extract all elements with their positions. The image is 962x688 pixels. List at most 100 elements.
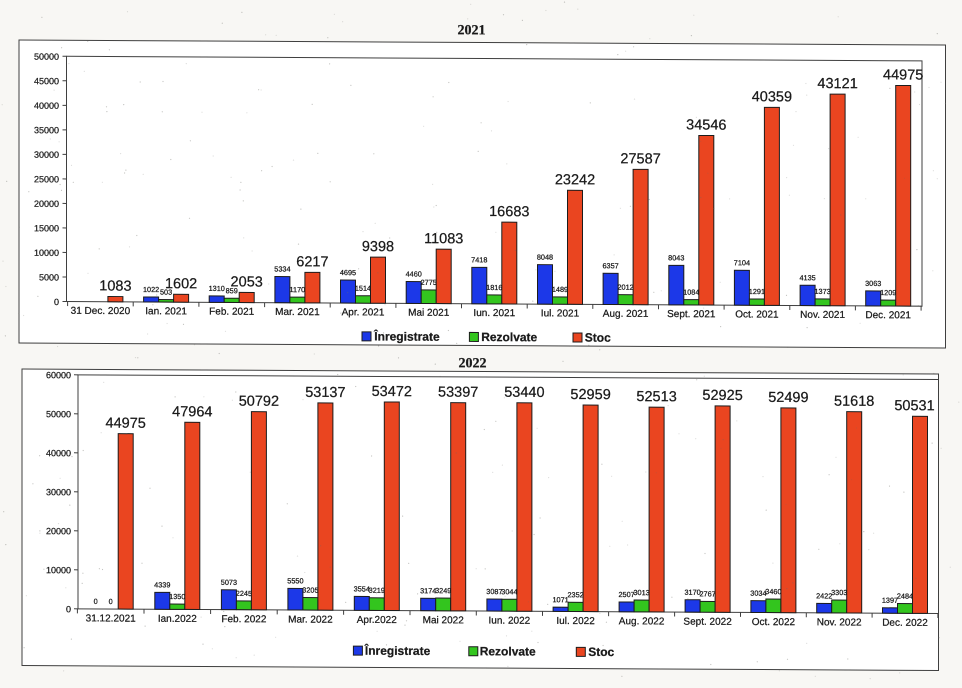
svg-text:1022: 1022 — [143, 285, 159, 294]
svg-text:3174: 3174 — [420, 586, 436, 595]
svg-text:50792: 50792 — [239, 394, 279, 410]
svg-text:Oct. 2021: Oct. 2021 — [735, 309, 779, 320]
svg-text:3013: 3013 — [633, 588, 649, 597]
svg-text:Iun. 2022: Iun. 2022 — [489, 616, 531, 627]
svg-text:40359: 40359 — [752, 89, 792, 105]
svg-text:3554: 3554 — [354, 584, 370, 593]
svg-text:Înregistrate: Înregistrate — [364, 643, 431, 658]
svg-text:2352: 2352 — [567, 590, 583, 599]
svg-text:5334: 5334 — [274, 264, 290, 273]
svg-text:53397: 53397 — [438, 385, 478, 401]
svg-text:0: 0 — [66, 604, 71, 614]
svg-text:2484: 2484 — [897, 592, 913, 601]
svg-text:6217: 6217 — [296, 254, 328, 270]
svg-text:5550: 5550 — [287, 576, 303, 585]
svg-text:8048: 8048 — [537, 253, 553, 262]
svg-text:Stoc: Stoc — [585, 331, 611, 345]
svg-text:2245: 2245 — [236, 589, 252, 598]
svg-text:2767: 2767 — [699, 589, 715, 598]
svg-text:Mai 2021: Mai 2021 — [408, 308, 450, 319]
svg-text:4460: 4460 — [406, 269, 422, 278]
svg-text:4339: 4339 — [154, 580, 170, 589]
svg-text:3249: 3249 — [435, 586, 451, 595]
svg-text:52959: 52959 — [570, 387, 610, 403]
svg-text:27587: 27587 — [620, 151, 660, 167]
svg-text:3044: 3044 — [501, 587, 517, 596]
svg-text:2422: 2422 — [816, 591, 832, 600]
svg-text:50531: 50531 — [894, 398, 934, 414]
svg-text:Dec. 2021: Dec. 2021 — [865, 310, 911, 321]
svg-text:1514: 1514 — [355, 284, 371, 293]
svg-text:5073: 5073 — [221, 578, 237, 587]
svg-text:5000: 5000 — [39, 272, 59, 282]
svg-text:0: 0 — [109, 597, 113, 606]
svg-text:Apr. 2021: Apr. 2021 — [342, 307, 385, 318]
svg-text:1373: 1373 — [814, 287, 830, 296]
svg-text:51618: 51618 — [834, 394, 874, 410]
svg-text:60000: 60000 — [46, 370, 71, 380]
svg-text:44975: 44975 — [883, 67, 923, 83]
svg-text:31 Dec. 2020: 31 Dec. 2020 — [71, 306, 131, 317]
svg-text:1084: 1084 — [683, 288, 699, 297]
svg-text:Rezolvate: Rezolvate — [481, 330, 537, 344]
svg-text:11083: 11083 — [424, 231, 463, 247]
svg-text:2012: 2012 — [617, 283, 633, 292]
svg-text:Sept. 2022: Sept. 2022 — [683, 617, 732, 628]
svg-text:0: 0 — [54, 297, 59, 307]
svg-text:7104: 7104 — [734, 258, 750, 267]
svg-text:3034: 3034 — [750, 589, 766, 598]
svg-text:53440: 53440 — [504, 385, 544, 401]
svg-text:52499: 52499 — [768, 390, 808, 406]
svg-text:20000: 20000 — [34, 199, 59, 209]
svg-text:Feb. 2021: Feb. 2021 — [209, 307, 254, 318]
svg-text:25000: 25000 — [34, 174, 59, 184]
svg-text:3303: 3303 — [831, 588, 847, 597]
svg-text:10000: 10000 — [34, 248, 59, 258]
svg-text:23242: 23242 — [555, 172, 595, 188]
svg-text:31.12.2021: 31.12.2021 — [86, 613, 136, 624]
svg-text:52513: 52513 — [636, 389, 676, 405]
svg-text:3170: 3170 — [684, 588, 700, 597]
svg-text:Nov. 2022: Nov. 2022 — [817, 617, 862, 628]
svg-text:Mar. 2021: Mar. 2021 — [275, 307, 320, 318]
svg-text:Dec. 2022: Dec. 2022 — [882, 618, 928, 629]
svg-text:2021: 2021 — [458, 23, 486, 38]
svg-text:Înregistrate: Înregistrate — [373, 328, 440, 343]
svg-text:Mar. 2022: Mar. 2022 — [288, 614, 333, 625]
svg-text:6357: 6357 — [602, 261, 618, 270]
svg-text:4135: 4135 — [799, 273, 815, 282]
svg-text:1350: 1350 — [169, 592, 185, 601]
svg-text:1071: 1071 — [552, 595, 568, 604]
svg-text:15000: 15000 — [34, 223, 59, 233]
svg-text:Aug. 2022: Aug. 2022 — [619, 616, 665, 627]
svg-text:50000: 50000 — [34, 52, 59, 62]
svg-text:1816: 1816 — [486, 283, 502, 292]
svg-text:Apr.2022: Apr.2022 — [357, 615, 397, 626]
svg-text:40000: 40000 — [34, 101, 59, 111]
svg-text:3205: 3205 — [302, 586, 318, 595]
svg-text:2053: 2053 — [231, 274, 263, 290]
svg-text:1209: 1209 — [880, 288, 896, 297]
svg-text:Iul. 2022: Iul. 2022 — [556, 616, 595, 627]
svg-text:4695: 4695 — [340, 268, 356, 277]
svg-text:Sept. 2021: Sept. 2021 — [667, 309, 716, 320]
svg-text:1397: 1397 — [882, 596, 898, 605]
svg-text:Feb. 2022: Feb. 2022 — [221, 614, 266, 625]
svg-text:2022: 2022 — [459, 356, 487, 371]
svg-text:1291: 1291 — [749, 287, 765, 296]
svg-text:53472: 53472 — [372, 384, 412, 400]
svg-text:40000: 40000 — [46, 448, 71, 458]
svg-text:1602: 1602 — [165, 276, 197, 292]
svg-text:7418: 7418 — [471, 255, 487, 264]
svg-text:50000: 50000 — [46, 409, 71, 419]
svg-text:Oct. 2022: Oct. 2022 — [752, 617, 796, 628]
svg-text:53137: 53137 — [305, 385, 345, 401]
svg-text:30000: 30000 — [46, 487, 71, 497]
svg-text:30000: 30000 — [34, 150, 59, 160]
svg-text:43121: 43121 — [817, 76, 857, 92]
svg-text:1489: 1489 — [552, 285, 568, 294]
svg-text:Ian. 2021: Ian. 2021 — [145, 306, 187, 317]
svg-text:Aug. 2021: Aug. 2021 — [603, 309, 649, 320]
svg-text:2507: 2507 — [618, 590, 634, 599]
svg-text:35000: 35000 — [34, 125, 59, 135]
